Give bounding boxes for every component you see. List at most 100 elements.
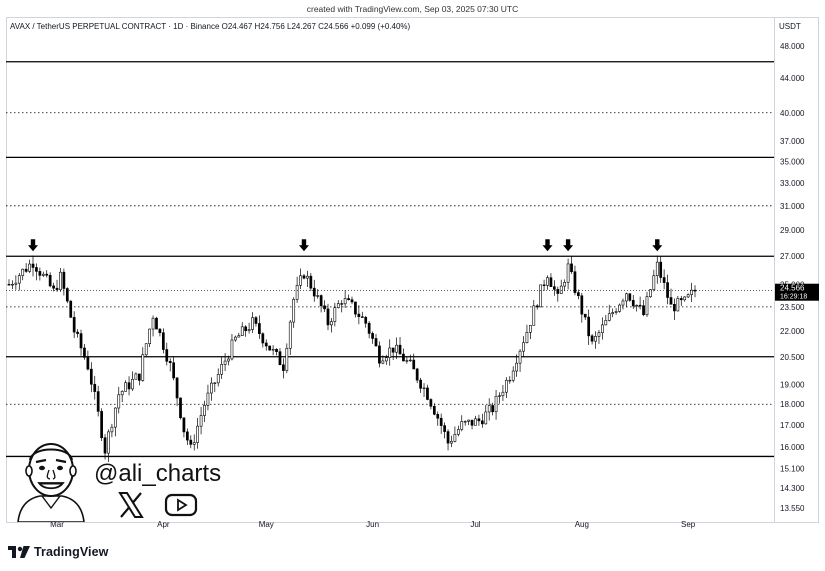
candle-body (535, 305, 539, 308)
x-tick-label: Aug (575, 520, 589, 529)
candle-body (350, 299, 354, 303)
candle-body (186, 431, 189, 441)
horizontal-levels (6, 61, 774, 458)
youtube-icon[interactable] (164, 490, 198, 520)
candle-body (683, 296, 687, 301)
candle-body (189, 439, 193, 445)
countdown-label: 16:29:18 (780, 294, 807, 301)
candle-body (631, 300, 635, 307)
x-logo-icon[interactable] (114, 490, 148, 520)
candle-body (48, 274, 52, 287)
candle-body (227, 358, 230, 362)
candle-body (463, 421, 467, 423)
x-tick-label: Apr (157, 520, 170, 529)
candle-body (237, 335, 241, 338)
candle-body (76, 331, 79, 334)
y-tick-label: 16.000 (780, 443, 805, 452)
y-tick-label: 18.000 (780, 400, 805, 409)
candle-body (522, 342, 525, 352)
arrow-markers (28, 239, 663, 252)
candle-body (148, 328, 151, 345)
tradingview-brand: TradingView (8, 544, 109, 560)
candle-body (577, 292, 580, 297)
price-axis-separator (774, 17, 775, 523)
candle-body (93, 383, 97, 392)
candle-body (309, 275, 313, 289)
candle-body (151, 317, 155, 330)
candle-body (367, 322, 371, 334)
candle-body (179, 397, 182, 419)
candle-body (422, 387, 426, 390)
candle-body (693, 289, 697, 292)
candle-body (673, 303, 676, 312)
candle-body (408, 359, 412, 362)
candle-body (306, 275, 309, 279)
currency-label: USDT (779, 22, 801, 31)
candle-body (175, 377, 179, 399)
candle-body (21, 268, 25, 276)
down-arrow-icon (28, 239, 39, 252)
candle-body (638, 304, 642, 307)
candle-body (79, 333, 83, 349)
candle-body (690, 289, 693, 295)
x-tick-label: Sep (681, 520, 696, 529)
candle-body (65, 288, 69, 302)
last-price-label: 24.566 (780, 284, 805, 293)
candle-body (532, 305, 536, 326)
candle-body (666, 282, 669, 298)
candle-body (655, 261, 659, 277)
time-axis: Mar Apr May Jun Jul Aug Sep (50, 520, 696, 529)
candle-body (378, 345, 381, 364)
candle-body (113, 407, 117, 428)
candle-body (333, 307, 337, 322)
y-tick-label: 20.500 (780, 353, 805, 362)
y-tick-label: 22.000 (780, 327, 805, 336)
candle-body (618, 304, 621, 312)
y-tick-label: 13.550 (780, 504, 805, 513)
candle-body (573, 271, 577, 293)
candle-body (456, 429, 460, 435)
candle-body (625, 293, 628, 302)
candle-body (326, 308, 330, 326)
candle-body (89, 368, 93, 385)
candle-body (659, 261, 663, 278)
candle-body (203, 404, 206, 416)
symbol-header: AVAX / TetherUS PERPETUAL CONTRACT · 1D … (10, 22, 411, 31)
down-arrow-icon (563, 239, 574, 252)
candle-body (474, 418, 477, 426)
candle-body (330, 321, 333, 326)
candle-body (679, 298, 683, 301)
candle-body (546, 277, 549, 286)
candle-body (553, 286, 556, 290)
candle-body (649, 289, 652, 297)
candle-body (161, 332, 165, 350)
y-tick-label: 33.000 (780, 179, 805, 188)
author-handle: @ali_charts (94, 460, 222, 487)
candle-body (391, 347, 395, 353)
last-price-badge (775, 283, 819, 301)
candle-body (31, 263, 35, 268)
candle-body (470, 419, 474, 426)
candle-body (134, 373, 138, 380)
candle-body (371, 333, 374, 339)
candle-body (55, 287, 59, 291)
candle-body (662, 277, 666, 283)
candle-body (601, 324, 604, 333)
candle-body (570, 263, 573, 273)
y-tick-label: 44.000 (780, 74, 805, 83)
candle-body (381, 360, 385, 364)
candle-body (336, 303, 340, 309)
candle-body (453, 433, 457, 442)
candle-body (642, 305, 645, 316)
candle-body (206, 392, 210, 406)
candle-body (158, 328, 162, 334)
candle-body (357, 313, 361, 318)
candle-body (494, 395, 498, 413)
candle-body (110, 426, 114, 433)
candle-body (120, 391, 124, 396)
y-tick-label: 31.000 (780, 202, 805, 211)
y-tick-label: 17.000 (780, 421, 805, 430)
x-tick-label: Jul (470, 520, 480, 529)
candle-body (467, 419, 470, 422)
